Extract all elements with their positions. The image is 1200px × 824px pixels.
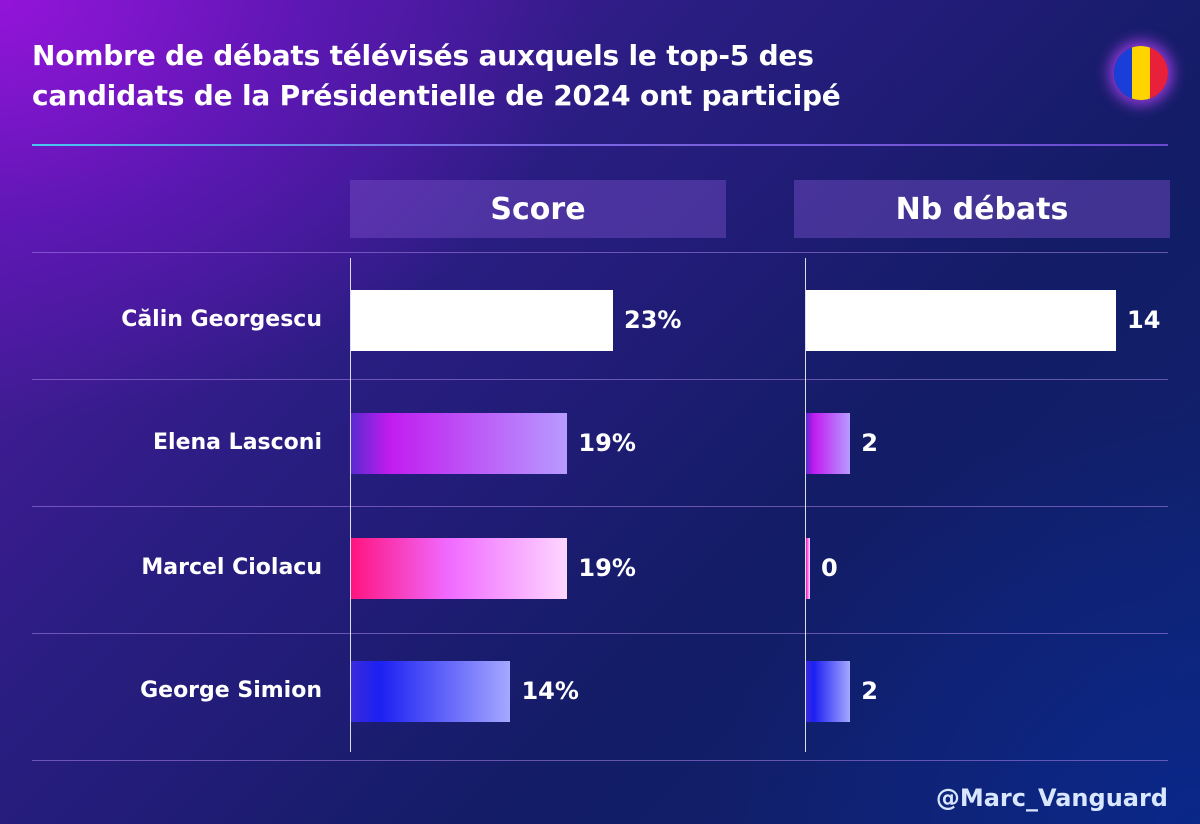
score-value-label: 14%	[521, 677, 579, 705]
score-bar	[351, 412, 568, 474]
debats-bar	[806, 537, 810, 599]
score-bar	[351, 660, 511, 722]
romania-flag-icon	[1114, 46, 1168, 100]
debats-bar	[806, 289, 1116, 351]
chart-title: Nombre de débats télévisés auxquels le t…	[32, 36, 1092, 116]
candidate-label: Elena Lasconi	[153, 430, 322, 455]
debats-axis-line	[805, 258, 806, 752]
score-bar	[351, 537, 568, 599]
column-header-score: Score	[350, 180, 726, 238]
row-separator	[32, 633, 1168, 634]
chart-title-line-2: candidats de la Présidentielle de 2024 o…	[32, 79, 841, 112]
debats-value-label: 2	[861, 429, 878, 457]
flag-stripe-blue	[1114, 46, 1132, 100]
row-separator	[32, 379, 1168, 380]
row-separator	[32, 506, 1168, 507]
debats-bar	[806, 660, 851, 722]
author-credit: @Marc_Vanguard	[935, 784, 1168, 812]
title-divider	[32, 144, 1168, 146]
flag-stripe-yellow	[1132, 46, 1150, 100]
candidate-label: Călin Georgescu	[121, 307, 322, 332]
score-value-label: 23%	[624, 306, 682, 334]
debats-value-label: 14	[1127, 306, 1161, 334]
candidate-label: George Simion	[140, 678, 322, 703]
score-bar	[351, 289, 613, 351]
debats-value-label: 0	[821, 554, 838, 582]
row-separator	[32, 252, 1168, 253]
chart-title-line-1: Nombre de débats télévisés auxquels le t…	[32, 39, 814, 72]
column-header-nb-debats: Nb débats	[794, 180, 1170, 238]
score-value-label: 19%	[578, 554, 636, 582]
row-separator	[32, 760, 1168, 761]
debats-value-label: 2	[861, 677, 878, 705]
debats-bar	[806, 412, 851, 474]
score-value-label: 19%	[578, 429, 636, 457]
candidate-label: Marcel Ciolacu	[141, 555, 322, 580]
flag-stripe-red	[1150, 46, 1168, 100]
score-axis-line	[350, 258, 351, 752]
